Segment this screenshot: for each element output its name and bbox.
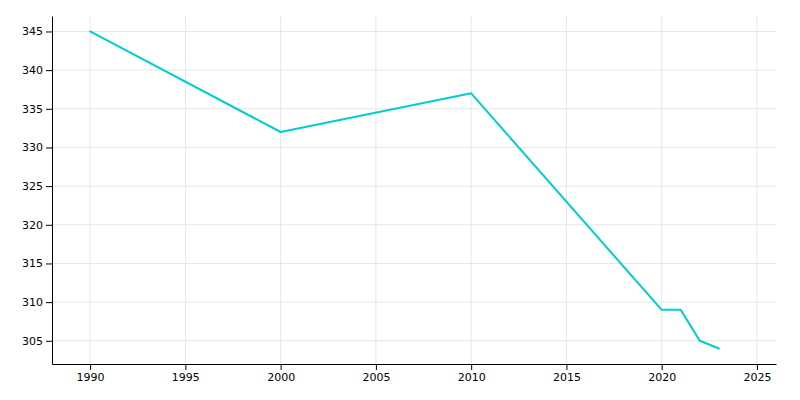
- grid-line-y: [52, 108, 776, 109]
- y-tick-mark: [46, 109, 52, 110]
- plot-area: [52, 16, 776, 364]
- x-tick: 2020: [648, 364, 676, 384]
- x-tick-mark: [376, 364, 377, 370]
- y-axis: 305 310 315 320 325 330 335 340 345: [22, 17, 53, 365]
- grid: [52, 16, 776, 364]
- y-tick: 345: [22, 25, 52, 38]
- grid-line-x: [185, 16, 186, 364]
- x-tick-label: 2005: [362, 371, 390, 384]
- chart-container: 1990 1995 2000 2005 2010 2015 2020 2025 305 310 31…: [0, 0, 800, 400]
- y-tick-label: 310: [22, 296, 43, 309]
- line: [90, 31, 719, 348]
- y-tick-mark: [46, 31, 52, 32]
- x-tick-label: 1995: [172, 371, 200, 384]
- x-tick-label: 2015: [553, 371, 581, 384]
- y-tick: 320: [22, 219, 52, 232]
- grid-line-y: [52, 340, 776, 341]
- y-tick: 315: [22, 257, 52, 270]
- y-tick-mark: [46, 341, 52, 342]
- y-tick-mark: [46, 302, 52, 303]
- y-tick-label: 345: [22, 25, 43, 38]
- x-tick-mark: [566, 364, 567, 370]
- grid-line-y: [52, 186, 776, 187]
- x-axis-line: [53, 364, 777, 365]
- x-tick-mark: [662, 364, 663, 370]
- y-tick-mark: [46, 263, 52, 264]
- x-tick: 2000: [267, 364, 295, 384]
- x-tick-label: 2010: [458, 371, 486, 384]
- y-tick-label: 305: [22, 335, 43, 348]
- grid-line-x: [90, 16, 91, 364]
- x-tick: 1995: [172, 364, 200, 384]
- x-tick: 2025: [743, 364, 771, 384]
- grid-line-y: [52, 302, 776, 303]
- grid-line-y: [52, 31, 776, 32]
- grid-line-x: [471, 16, 472, 364]
- y-tick-mark: [46, 225, 52, 226]
- grid-line-x: [566, 16, 567, 364]
- y-tick-mark: [46, 186, 52, 187]
- y-tick-label: 320: [22, 219, 43, 232]
- marks: [90, 31, 719, 348]
- x-tick-mark: [471, 364, 472, 370]
- y-tick-label: 325: [22, 180, 43, 193]
- x-tick-label: 2000: [267, 371, 295, 384]
- x-tick: 2010: [458, 364, 486, 384]
- x-tick-mark: [757, 364, 758, 370]
- grid-line-x: [661, 16, 662, 364]
- chart: 1990 1995 2000 2005 2010 2015 2020 2025 305 310 31…: [0, 0, 800, 400]
- x-tick: 2005: [362, 364, 390, 384]
- y-tick: 325: [22, 180, 52, 193]
- x-tick: 2015: [553, 364, 581, 384]
- grid-line-y: [52, 224, 776, 225]
- y-tick-mark: [46, 70, 52, 71]
- y-tick-label: 335: [22, 103, 43, 116]
- y-tick: 305: [22, 335, 52, 348]
- y-tick: 340: [22, 64, 52, 77]
- y-tick: 335: [22, 103, 52, 116]
- y-tick-label: 315: [22, 257, 43, 270]
- x-tick-label: 2025: [743, 371, 771, 384]
- grid-line-x: [280, 16, 281, 364]
- y-tick-mark: [46, 147, 52, 148]
- y-tick: 330: [22, 141, 52, 154]
- x-tick-mark: [185, 364, 186, 370]
- grid-line-y: [52, 147, 776, 148]
- y-tick-label: 340: [22, 64, 43, 77]
- x-axis: 1990 1995 2000 2005 2010 2015 2020 2025: [53, 364, 777, 384]
- grid-line-y: [52, 263, 776, 264]
- x-tick-label: 2020: [648, 371, 676, 384]
- x-tick-mark: [90, 364, 91, 370]
- y-axis-line: [52, 17, 53, 365]
- x-tick-mark: [281, 364, 282, 370]
- x-tick: 1990: [77, 364, 105, 384]
- grid-line-x: [756, 16, 757, 364]
- grid-line-x: [375, 16, 376, 364]
- y-tick: 310: [22, 296, 52, 309]
- x-tick-label: 1990: [77, 371, 105, 384]
- y-tick-label: 330: [22, 141, 43, 154]
